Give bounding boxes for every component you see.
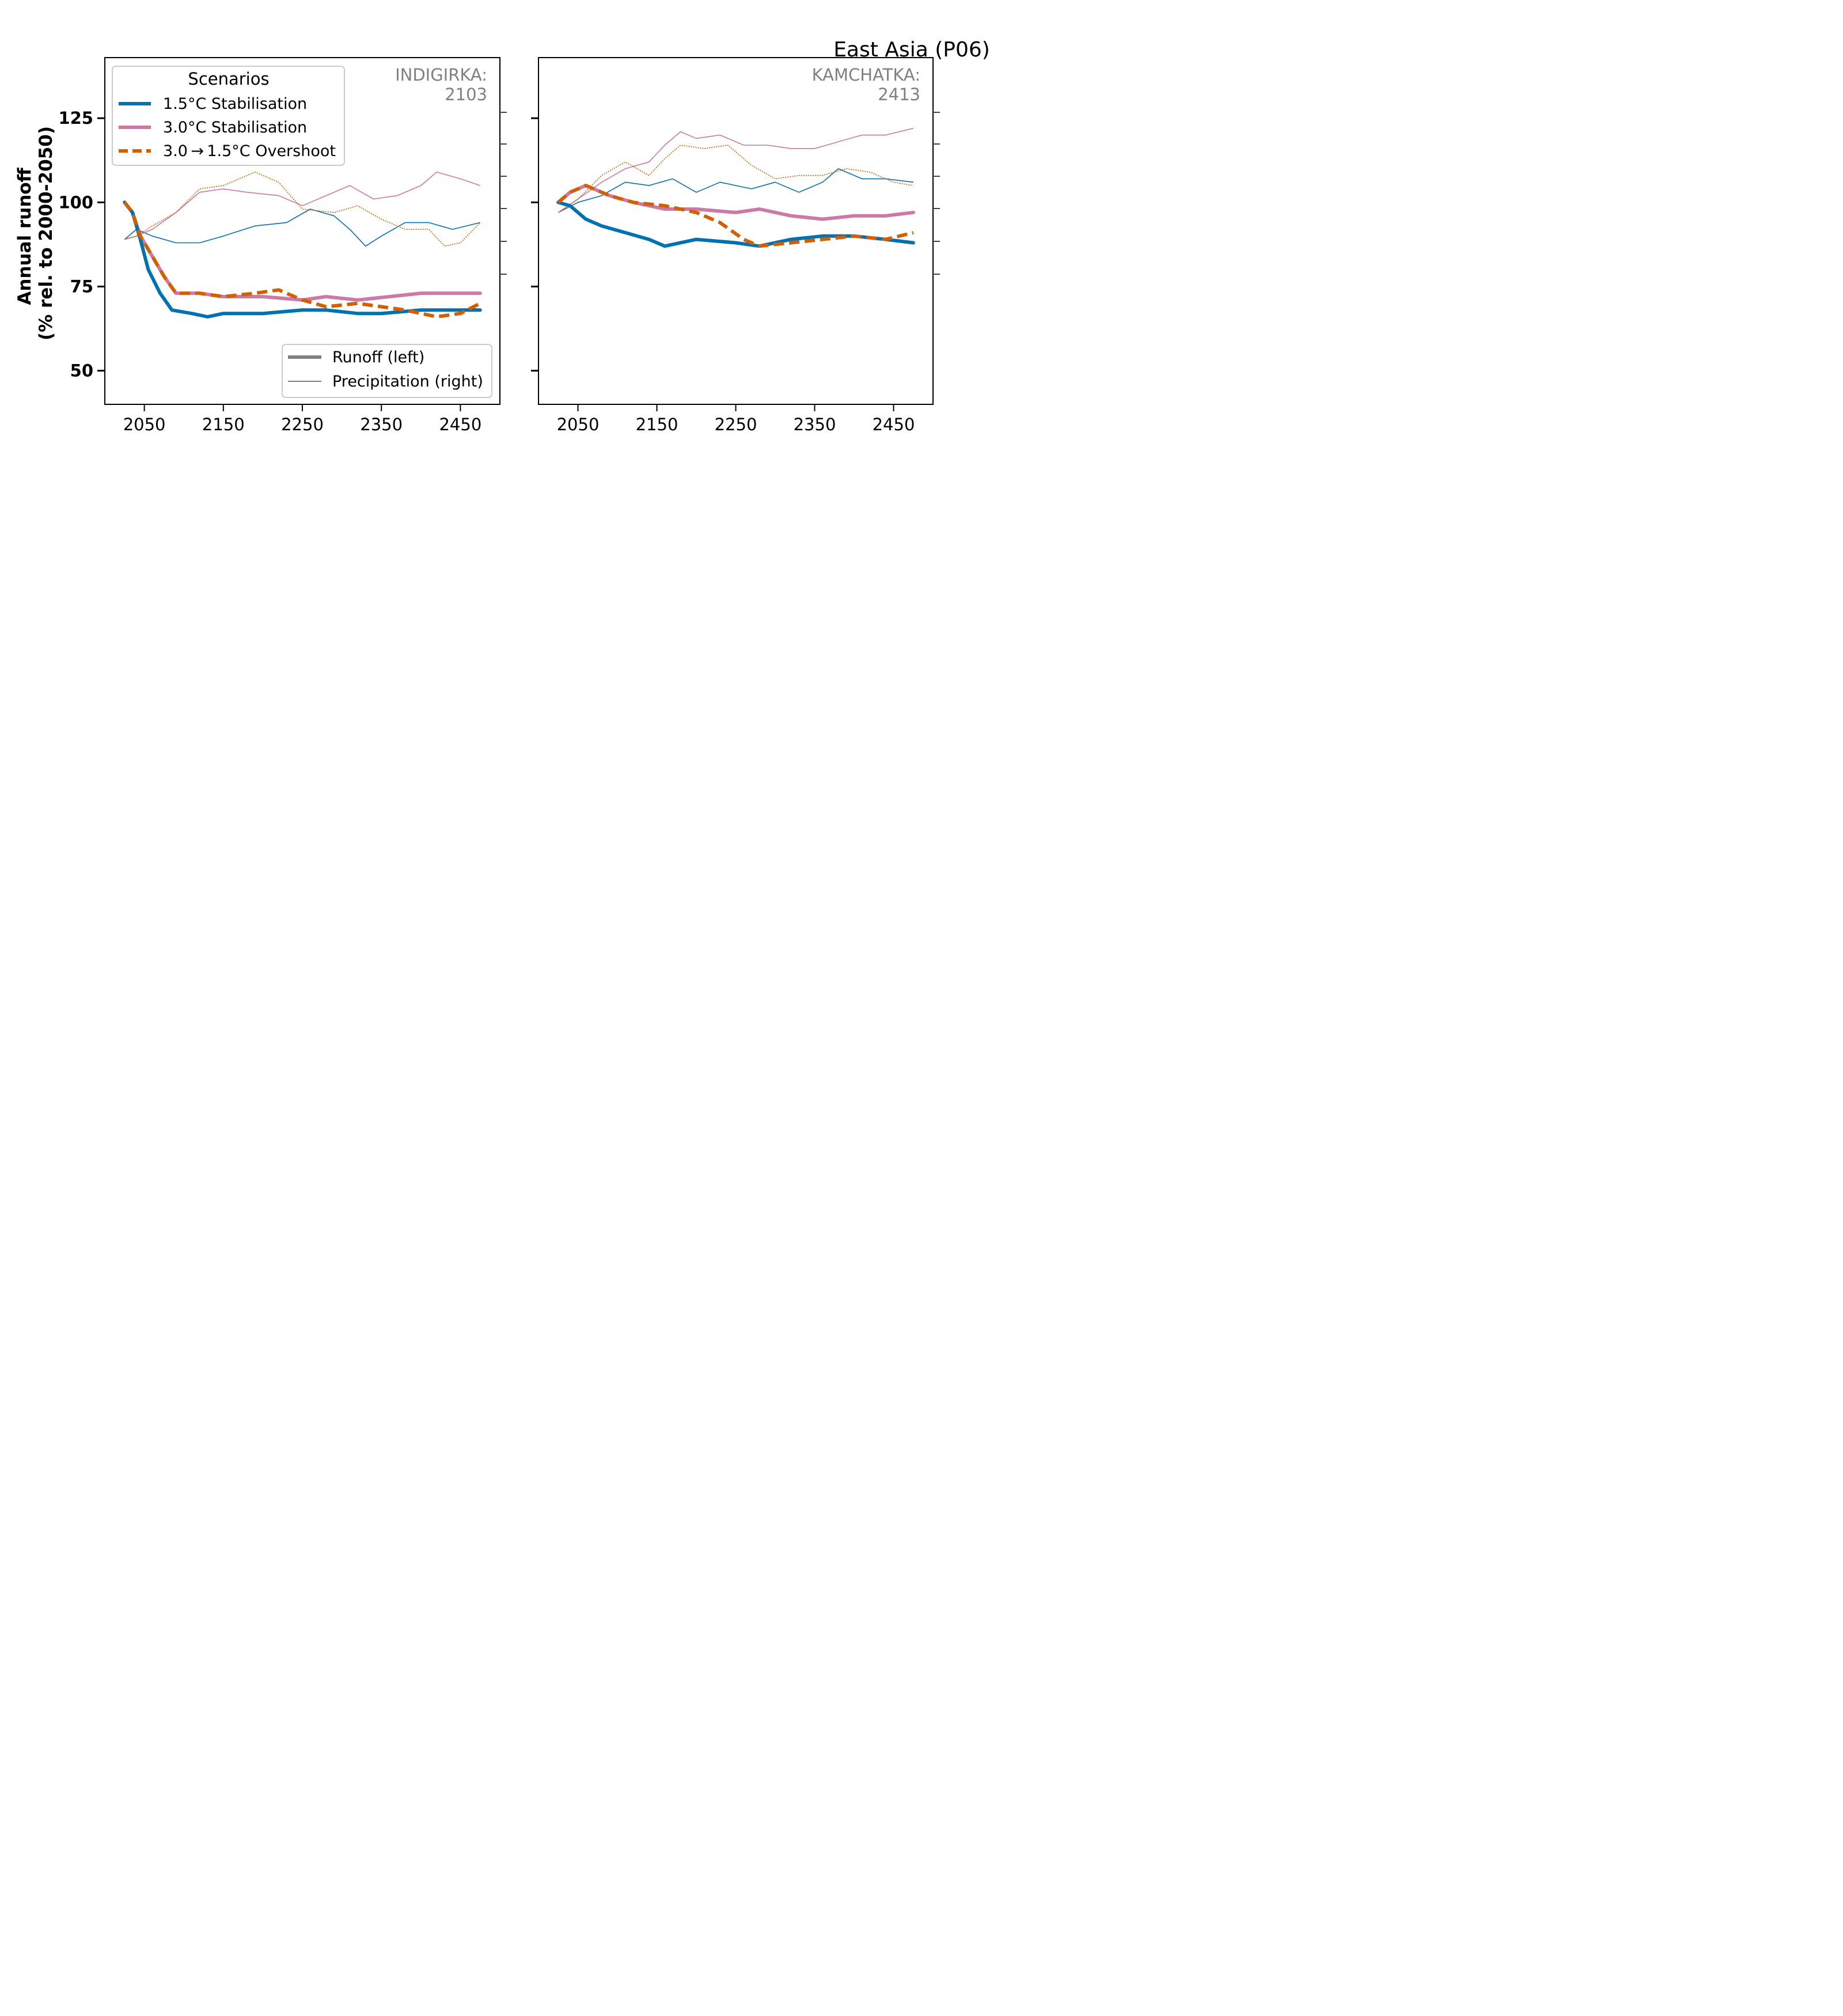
indigirka-region-label: INDIGIRKA: (395, 65, 487, 85)
variable-legend-frame (282, 344, 492, 398)
panel-indigirka: 50 75 100 125 2050 2150 2250 2350 2450 INDIGIRKA:… (58, 57, 507, 434)
indigirka-glacier-count: 2103 (445, 85, 487, 104)
kamchatka-precip-line-s15 (558, 168, 913, 213)
indigirka-y-tick-label: 50 (70, 361, 93, 381)
kamchatka-runoff-line-os (557, 184, 914, 248)
indigirka-runoff-line-s15 (123, 200, 482, 319)
indigirka-x-tick-label: 2350 (360, 415, 403, 434)
kamchatka-precip-line-os (558, 145, 913, 213)
kamchatka-x-tick-label: 2150 (636, 415, 678, 434)
kamchatka-region-label: KAMCHATKA: (812, 65, 920, 85)
kamchatka-x-tick-label: 2350 (794, 415, 836, 434)
legend-label-s15: 1.5°C Stabilisation (163, 95, 307, 113)
variable-legend-label-thin: Precipitation (right) (332, 373, 483, 391)
kamchatka-precip-line-s30 (558, 127, 913, 213)
indigirka-y-tick-label: 100 (58, 192, 93, 212)
kamchatka-x-tick-label: 2250 (715, 415, 757, 434)
y-axis-label-line-2: (% rel. to 2000-2050) (36, 126, 56, 340)
indigirka-x-tick-label: 2050 (123, 415, 166, 434)
indigirka-precip-line-s15 (124, 209, 480, 247)
kamchatka-x-tick-label: 2450 (873, 415, 915, 434)
indigirka-x-tick-label: 2450 (439, 415, 481, 434)
indigirka-runoff-line-os (123, 201, 481, 319)
indigirka-precip-line-os (124, 171, 481, 247)
legend-label-os: 3.0 → 1.5°C Overshoot (163, 142, 336, 160)
kamchatka-x-tick-label: 2050 (557, 415, 600, 434)
scenario-legend-frame (112, 66, 345, 166)
scenario-legend-title: Scenarios (188, 69, 269, 89)
y-axis-label-line-1: Annual runoff (14, 167, 35, 305)
scenario-legend: Scenarios 1.5°C Stabilisation 3.0°C Stabi… (112, 66, 345, 166)
kamchatka-glacier-count: 2413 (878, 85, 920, 104)
indigirka-x-tick-label: 2250 (281, 415, 324, 434)
indigirka-y-tick-label: 75 (70, 276, 93, 296)
y-axis-label: Annual runoff (% rel. to 2000-2050) (14, 126, 56, 340)
variable-legend-label-thick: Runoff (left) (332, 348, 424, 366)
indigirka-y-tick-label: 125 (58, 108, 93, 128)
indigirka-precip-line-s30 (124, 171, 480, 240)
legend-label-s30: 3.0°C Stabilisation (163, 119, 307, 137)
indigirka-x-tick-label: 2150 (202, 415, 245, 434)
panel-kamchatka: 2050 2150 2250 2350 2450 KAMCHATKA:2413 (531, 57, 940, 434)
variable-legend: Runoff (left) Precipitation (right) (282, 344, 492, 398)
